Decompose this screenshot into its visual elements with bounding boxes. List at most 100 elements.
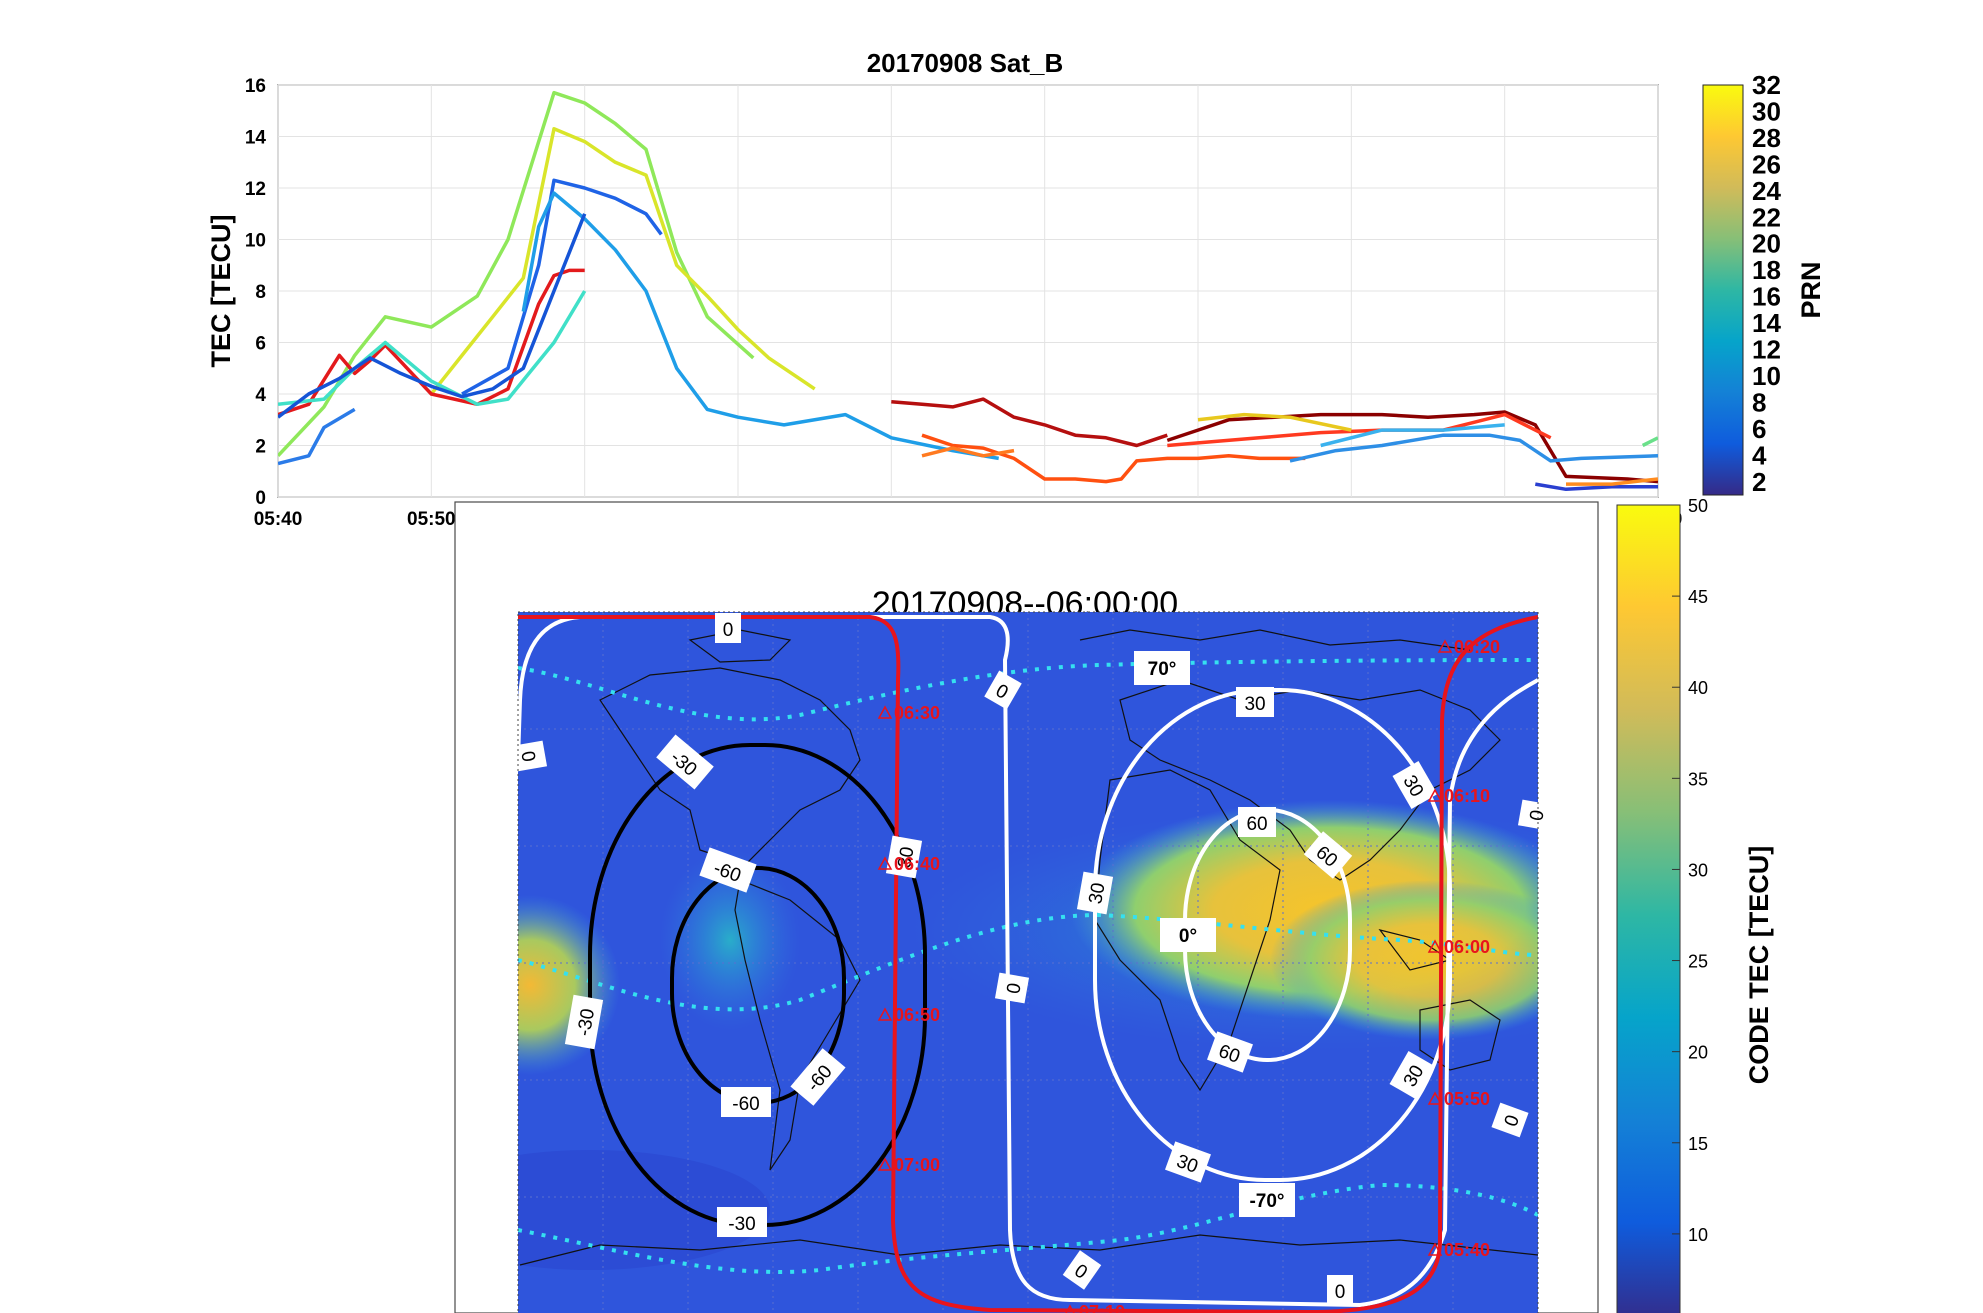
contour-label-box — [1303, 831, 1353, 879]
contour-label-box — [1236, 687, 1274, 717]
prn-tick-label: 10 — [1752, 361, 1781, 391]
track-marker — [1427, 1242, 1443, 1256]
contour-label-box — [717, 1207, 767, 1237]
contour-label: 30 — [1392, 761, 1438, 809]
geomagnetic-latitude-lines — [518, 658, 1538, 1274]
contour-label-text: 60 — [1246, 814, 1267, 835]
contour-label-box — [699, 847, 757, 893]
contour-label: 30 — [1165, 1141, 1211, 1183]
series-line-15 — [1289, 433, 1658, 463]
prn-tick-label: 32 — [1752, 70, 1781, 100]
plot-grid — [277, 84, 1659, 498]
geo-label-text: 70° — [1148, 659, 1177, 680]
contour-label: 30 — [885, 835, 923, 879]
series-line-8 — [278, 407, 356, 466]
track-time-label: 05:50 — [1444, 1089, 1490, 1109]
track-marker — [877, 705, 893, 719]
track-time-label: 05:40 — [1444, 1240, 1490, 1260]
y-tick-labels: 0 2 4 6 8 10 12 14 16 — [245, 76, 267, 509]
series-line-17 — [1535, 482, 1658, 492]
contour-label: 0 — [1327, 1275, 1353, 1305]
y-tick-label: 0 — [255, 488, 266, 509]
contour-label-box — [1207, 1031, 1253, 1073]
y-tick-label: 2 — [255, 437, 266, 458]
series-line-14 — [1197, 412, 1352, 432]
prn-tick-label: 28 — [1752, 123, 1781, 153]
contour-label-box — [1238, 807, 1276, 837]
track-marker — [1427, 939, 1443, 953]
contour-label-text: 30 — [894, 845, 918, 869]
contour-label: 30 — [1389, 1051, 1435, 1099]
track-time-label: 06:40 — [894, 854, 940, 874]
contour-label-box — [721, 1087, 771, 1117]
contour-label-text: 0 — [1335, 1282, 1346, 1303]
series-line-5 — [278, 268, 585, 417]
tec-tick-label: 35 — [1688, 769, 1708, 789]
satellite-ground-track — [518, 615, 1538, 1313]
y-tick-label: 6 — [255, 334, 266, 355]
contour-label: 30 — [1236, 687, 1274, 717]
prn-colorbar-label: PRN — [1796, 261, 1826, 318]
track-marker — [1427, 1091, 1443, 1105]
y-tick-label: 10 — [245, 231, 266, 252]
tec-tick-label: 45 — [1688, 587, 1708, 607]
contour-label-box — [1389, 1051, 1435, 1099]
tec-tick-label: 30 — [1688, 860, 1708, 880]
prn-tick-label: 24 — [1752, 176, 1781, 206]
prn-tick-label: 6 — [1752, 414, 1766, 444]
track-marker — [877, 1007, 893, 1021]
series-line-6 — [278, 290, 587, 407]
contour-label-box — [994, 972, 1030, 1004]
chart-title: 20170908 Sat_B — [867, 48, 1064, 78]
series-line-1 — [278, 90, 755, 457]
track-time-label: 07:10 — [1079, 1302, 1125, 1313]
x-tick-label: 05:50 — [407, 509, 456, 530]
contour-label: 0 — [984, 670, 1022, 710]
track-marker — [877, 1157, 893, 1171]
track-marker — [1437, 639, 1453, 653]
contour-label-box — [512, 740, 548, 772]
track-marker — [877, 856, 893, 870]
contour-label-box — [1076, 871, 1114, 915]
contour-label-text: -30 — [574, 1007, 599, 1038]
prn-tick-label: 30 — [1752, 96, 1781, 126]
track-time-label: 06:20 — [1454, 637, 1500, 657]
contour-label-box — [984, 670, 1022, 710]
contour-label-text: -30 — [728, 1214, 755, 1235]
contour-label: -30 — [717, 1207, 767, 1237]
prn-tick-label: 12 — [1752, 335, 1781, 365]
contour-label-box — [715, 613, 741, 643]
track-time-label: 06:30 — [894, 703, 940, 723]
contour-labels: 00000000303030303030606060-30-30-30-60-6… — [512, 613, 1553, 1305]
prn-tick-label: 4 — [1752, 440, 1767, 470]
series-line-18 — [1566, 477, 1658, 486]
contour-label: -30 — [564, 994, 604, 1050]
geo-label-box — [1160, 918, 1216, 952]
contour-label-box — [790, 1048, 846, 1106]
contour-label: 0 — [1491, 1102, 1529, 1138]
y-tick-label: 8 — [255, 282, 266, 303]
tec-map-panel: 20170908--06:00:00 — [454, 496, 1774, 1313]
contour-label-text: 0 — [723, 620, 734, 641]
contour-label-box — [1491, 1102, 1529, 1138]
contour-label: 0 — [1517, 799, 1553, 831]
contour-label-box — [1165, 1141, 1211, 1183]
series-line-9 — [891, 397, 1168, 448]
tec-tick-label: 40 — [1688, 678, 1708, 698]
contour-label-text: 30 — [1085, 881, 1109, 905]
contour-label: 60 — [1238, 807, 1276, 837]
tec-tick-label: 10 — [1688, 1225, 1708, 1245]
tec-tick-label: 20 — [1688, 1043, 1708, 1063]
contour-label: 0 — [994, 972, 1030, 1004]
y-tick-label: 12 — [245, 179, 266, 200]
contour-label-box — [1062, 1250, 1102, 1290]
track-time-label: 07:00 — [894, 1155, 940, 1175]
y-tick-label: 14 — [245, 128, 267, 149]
tec-colorbar — [1616, 504, 1681, 1313]
series-line-2 — [429, 127, 816, 396]
contour-label-text: 0 — [516, 749, 539, 763]
series-line-10 — [921, 433, 1306, 484]
series-lines — [278, 90, 1658, 492]
